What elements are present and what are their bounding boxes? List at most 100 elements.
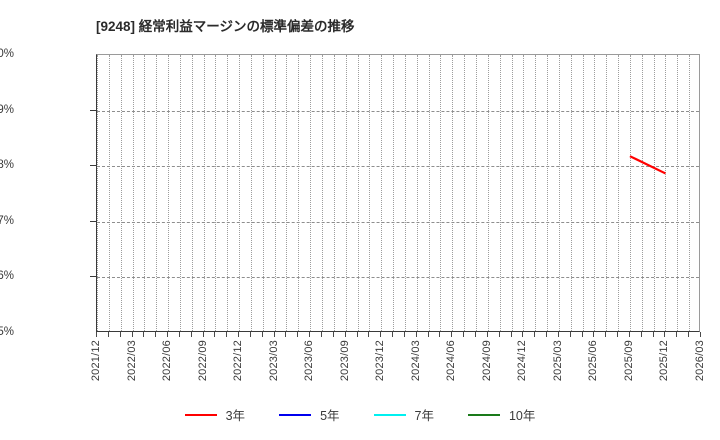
gridline-vertical bbox=[677, 55, 679, 331]
gridline-vertical bbox=[487, 55, 489, 331]
plot-area bbox=[96, 54, 700, 332]
gridline-vertical bbox=[381, 55, 383, 331]
legend-item[interactable]: 7年 bbox=[373, 405, 434, 424]
gridline-vertical bbox=[523, 55, 525, 331]
x-axis-tick-label: 2021/12 bbox=[90, 340, 102, 382]
x-axis-tick-mark bbox=[700, 332, 701, 337]
x-axis-tick-mark bbox=[119, 332, 121, 337]
x-axis-tick-mark bbox=[392, 332, 394, 337]
series-line-3年 bbox=[629, 155, 666, 175]
legend-item[interactable]: 5年 bbox=[279, 405, 340, 424]
x-axis-tick-mark bbox=[403, 332, 405, 337]
x-axis-tick-mark bbox=[688, 332, 690, 337]
x-axis-tick-mark bbox=[344, 332, 346, 337]
gridline-vertical bbox=[475, 55, 477, 331]
x-axis-tick-mark bbox=[96, 332, 97, 337]
x-axis-tick-label: 2025/06 bbox=[587, 340, 600, 382]
x-axis-tick-mark bbox=[238, 332, 240, 337]
gridline-vertical bbox=[310, 55, 312, 331]
x-axis-tick-mark bbox=[522, 332, 524, 337]
x-axis-tick-mark bbox=[463, 332, 465, 337]
x-axis-tick-mark bbox=[107, 332, 109, 337]
x-axis-tick-mark bbox=[676, 332, 678, 337]
gridline-vertical bbox=[227, 55, 229, 331]
legend-item[interactable]: 3年 bbox=[184, 405, 245, 424]
x-axis-tick-mark bbox=[628, 332, 630, 337]
gridline-horizontal bbox=[97, 110, 699, 112]
gridline-vertical bbox=[416, 55, 418, 331]
gridline-vertical bbox=[582, 55, 584, 331]
gridline-vertical bbox=[393, 55, 395, 331]
legend-color-swatch bbox=[279, 413, 312, 416]
gridline-vertical bbox=[333, 55, 335, 331]
x-axis-tick-mark bbox=[415, 332, 417, 337]
legend-label: 7年 bbox=[414, 409, 434, 423]
gridline-vertical bbox=[464, 55, 466, 331]
gridline-vertical bbox=[357, 55, 359, 331]
y-axis-tick-mark bbox=[90, 276, 96, 278]
gridline-vertical bbox=[511, 55, 513, 331]
legend-item[interactable]: 10年 bbox=[467, 405, 535, 424]
gridline-vertical bbox=[144, 55, 146, 331]
x-axis-tick-mark bbox=[356, 332, 358, 337]
gridline-vertical bbox=[250, 55, 252, 331]
x-axis-tick-mark bbox=[534, 332, 536, 337]
legend-color-swatch bbox=[467, 413, 500, 416]
x-axis-tick-label: 2023/09 bbox=[338, 340, 351, 382]
x-axis-tick-mark bbox=[451, 332, 453, 337]
y-axis-tick-label: 1.9% bbox=[0, 103, 14, 116]
x-axis-tick-mark bbox=[593, 332, 595, 337]
y-axis-tick-label: 1.8% bbox=[0, 159, 14, 172]
x-axis-tick-label: 2026/03 bbox=[694, 340, 706, 382]
gridline-vertical bbox=[286, 55, 288, 331]
x-axis-tick-label: 2024/03 bbox=[409, 340, 422, 382]
gridline-vertical bbox=[345, 55, 347, 331]
x-axis-tick-mark bbox=[557, 332, 559, 337]
x-axis-tick-label: 2022/03 bbox=[125, 340, 138, 382]
x-axis-tick-mark bbox=[332, 332, 334, 337]
gridline-vertical bbox=[203, 55, 205, 331]
x-axis-tick-mark bbox=[569, 332, 571, 337]
gridline-vertical bbox=[191, 55, 193, 331]
gridline-vertical bbox=[629, 55, 631, 331]
gridline-horizontal bbox=[97, 221, 699, 223]
x-axis-tick-mark bbox=[190, 332, 192, 337]
gridline-vertical bbox=[558, 55, 560, 331]
x-axis-tick-label: 2023/12 bbox=[374, 340, 387, 382]
x-axis-tick-label: 2023/03 bbox=[267, 340, 280, 382]
gridline-vertical bbox=[606, 55, 608, 331]
gridline-vertical bbox=[653, 55, 655, 331]
x-axis-tick-mark bbox=[605, 332, 607, 337]
x-axis-tick-label: 2025/12 bbox=[658, 340, 671, 382]
gridline-vertical bbox=[156, 55, 158, 331]
gridline-vertical bbox=[120, 55, 122, 331]
legend-label: 5年 bbox=[320, 409, 340, 423]
gridline-vertical bbox=[168, 55, 170, 331]
x-axis-tick-mark bbox=[143, 332, 145, 337]
x-axis-tick-mark bbox=[581, 332, 583, 337]
gridline-vertical bbox=[404, 55, 406, 331]
gridline-vertical bbox=[570, 55, 572, 331]
y-axis-tick-label: 1.5% bbox=[0, 326, 14, 338]
gridline-vertical bbox=[179, 55, 181, 331]
x-axis-tick-mark bbox=[664, 332, 666, 337]
x-axis-tick-mark bbox=[285, 332, 287, 337]
gridline-vertical bbox=[262, 55, 264, 331]
x-axis-tick-mark bbox=[498, 332, 500, 337]
gridline-vertical bbox=[298, 55, 300, 331]
x-axis-tick-mark bbox=[510, 332, 512, 337]
chart-title: [9248] 経常利益マージンの標準偏差の推移 bbox=[96, 19, 355, 34]
y-axis-tick-mark bbox=[90, 109, 96, 111]
legend-color-swatch bbox=[373, 413, 406, 416]
x-axis-tick-mark bbox=[131, 332, 133, 337]
gridline-horizontal bbox=[97, 277, 699, 279]
x-axis-tick-mark bbox=[380, 332, 382, 337]
x-axis-tick-mark bbox=[617, 332, 619, 337]
gridline-vertical bbox=[428, 55, 430, 331]
gridline-vertical bbox=[689, 55, 691, 331]
x-axis-tick-label: 2023/06 bbox=[303, 340, 316, 382]
x-axis-tick-mark bbox=[273, 332, 275, 337]
y-axis-tick-label: 1.7% bbox=[0, 214, 14, 227]
gridline-vertical bbox=[618, 55, 620, 331]
